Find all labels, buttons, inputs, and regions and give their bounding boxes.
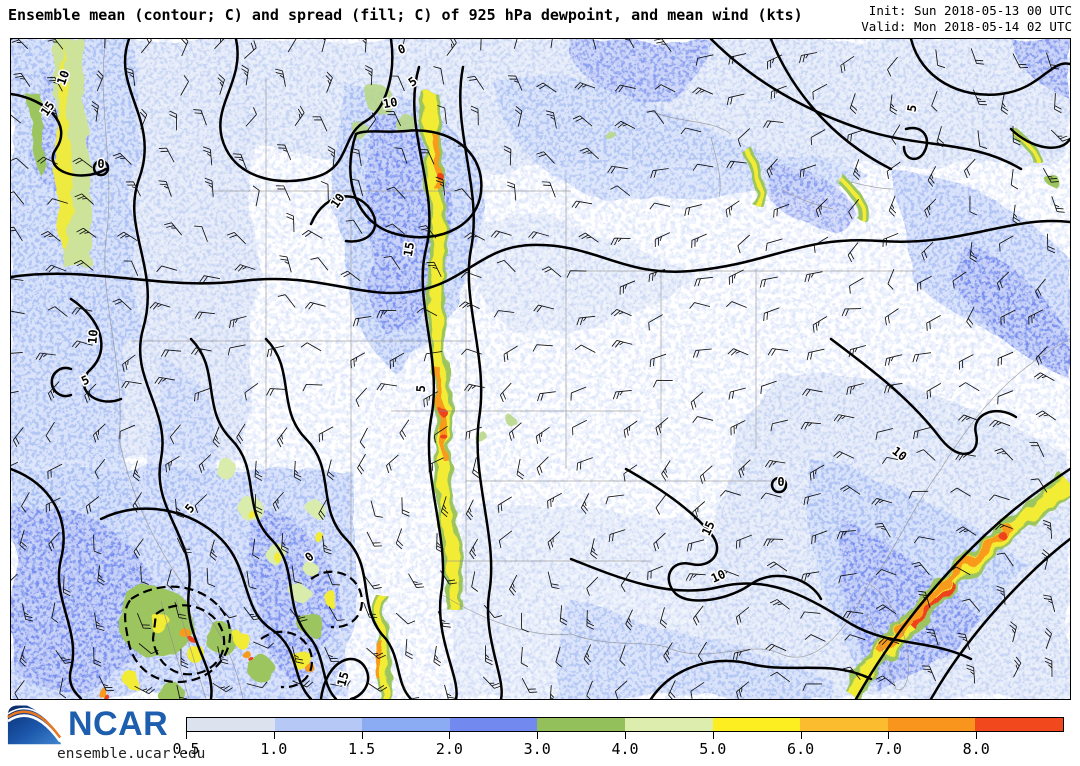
init-time: Init: Sun 2018-05-13 00 UTC — [868, 3, 1072, 18]
colorbar-segment — [624, 718, 713, 731]
colorbar-tick-label: 8.0 — [962, 740, 990, 758]
colorbar-tick — [625, 732, 626, 739]
colorbar-tick — [976, 732, 978, 739]
colorbar-segment — [537, 718, 625, 731]
colorbar-tick — [186, 732, 187, 739]
colorbar-tick-label: 0.5 — [172, 740, 200, 758]
contour-label: 15 — [335, 670, 352, 688]
colorbar-tick-label: 6.0 — [787, 740, 815, 758]
colorbar-tick — [888, 732, 890, 739]
colorbar-segment — [975, 718, 1063, 731]
run-times: Init: Sun 2018-05-13 00 UTC Valid: Mon 2… — [861, 3, 1072, 35]
wind-barbs — [11, 39, 1070, 699]
colorbar-tick — [800, 732, 802, 739]
ncar-logo-icon — [7, 705, 62, 745]
colorbar-bar — [186, 717, 1064, 732]
colorbar-tick-label: 1.0 — [260, 740, 288, 758]
site-url: ensemble.ucar.edu — [57, 746, 206, 762]
contour-label: 10 — [382, 95, 399, 111]
colorbar-tick-label: 2.0 — [435, 740, 463, 758]
valid-time: Valid: Mon 2018-05-14 02 UTC — [861, 19, 1072, 34]
colorbar-segment — [274, 718, 363, 731]
colorbar-tick-label: 1.5 — [348, 740, 376, 758]
ncar-logo-text: NCAR — [68, 704, 169, 743]
colorbar-segment — [362, 718, 450, 731]
colorbar-tick-label: 7.0 — [874, 740, 902, 758]
colorbar-segment — [800, 718, 888, 731]
contour-label: 10 — [54, 68, 72, 86]
colorbar-tick — [361, 732, 363, 739]
colorbar-tick-label: 5.0 — [699, 740, 727, 758]
colorbar-tick — [537, 732, 539, 739]
ncar-logo: NCAR — [6, 701, 168, 747]
contour-label: 10 — [85, 329, 100, 345]
colorbar-segment — [887, 718, 976, 731]
contour-label: 0 — [97, 157, 104, 171]
contour-label: 5 — [414, 384, 429, 392]
contour-label: 15 — [401, 241, 417, 258]
colorbar-tick-label: 3.0 — [523, 740, 551, 758]
colorbar-tick — [273, 732, 275, 739]
contour-label: 0 — [777, 475, 784, 489]
colorbar-tick-label: 4.0 — [611, 740, 639, 758]
colorbar-tick — [449, 732, 451, 739]
colorbar-tick — [712, 732, 714, 739]
spread-colorbar: 0.5 1.0 1.5 2.0 3.0 4.0 5.0 6.0 7.0 8.0 — [172, 717, 1064, 763]
map-frame: 10 15 0 5 10 10 15 10 5 5 5 0 15 10 10 15 0 5 0 — [10, 38, 1071, 700]
colorbar-segment — [187, 718, 275, 731]
page-title: Ensemble mean (contour; C) and spread (f… — [8, 6, 803, 24]
colorbar-segment — [712, 718, 801, 731]
colorbar-segment — [449, 718, 538, 731]
